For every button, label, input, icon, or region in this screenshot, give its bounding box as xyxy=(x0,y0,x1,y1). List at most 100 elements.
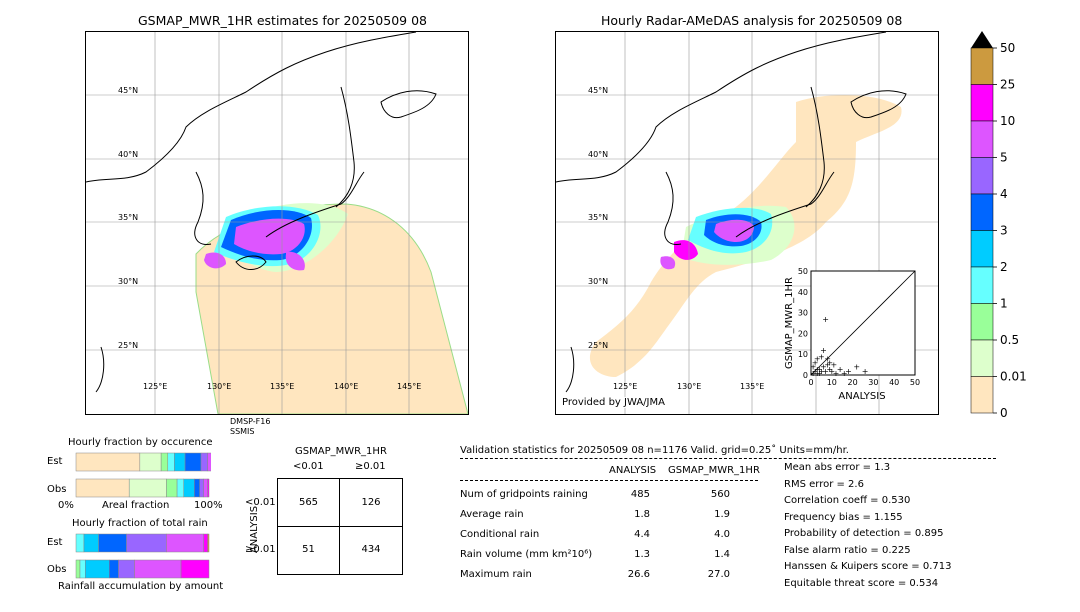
scatter-point: + xyxy=(837,365,844,374)
colorbar-label: 50 xyxy=(1000,41,1015,55)
validation-row-analysis: 1.3 xyxy=(634,549,650,560)
scatter-xlabel: ANALYSIS xyxy=(838,391,885,402)
scatter-point: + xyxy=(814,365,821,374)
contingency-cell-a: 565 xyxy=(298,497,319,508)
bar-segment xyxy=(174,452,186,472)
scatter-point: + xyxy=(833,369,840,378)
scatter-ytick: 10 xyxy=(798,350,808,359)
scatter-point: + xyxy=(822,367,829,376)
validation-row-gsmap: 1.9 xyxy=(714,509,730,520)
left-lat-label: 35°N xyxy=(118,213,139,222)
left-lon-label: 135°E xyxy=(270,382,295,391)
contingency-cell-c: 51 xyxy=(302,544,315,555)
right-lat-label: 25°N xyxy=(588,341,609,350)
scatter-point: + xyxy=(816,365,823,374)
scatter-ylabel: GSMAP_MWR_1HR xyxy=(784,277,795,369)
right-map-canvas xyxy=(556,32,938,414)
bar-segment xyxy=(118,559,135,579)
right-lon-label: 130°E xyxy=(677,382,702,391)
validation-row-gsmap: 27.0 xyxy=(707,569,730,580)
validation-score: Mean abs error = 1.3 xyxy=(784,462,891,473)
bar-segment xyxy=(207,452,211,472)
validation-row-label: Average rain xyxy=(460,509,524,520)
scatter-xtick: 20 xyxy=(848,378,858,387)
scatter-xtick: 30 xyxy=(868,378,878,387)
validation-col-gsmap: GSMAP_MWR_1HR xyxy=(668,465,760,476)
validation-row-label: Num of gridpoints raining xyxy=(460,489,588,500)
scatter-point: + xyxy=(826,365,833,374)
scatter-point: + xyxy=(820,346,827,355)
validation-row-label: Maximum rain xyxy=(460,569,532,580)
contingency-col-lt: <0.01 xyxy=(293,461,324,472)
scatter-point: + xyxy=(824,361,831,370)
validation-row-label: Conditional rain xyxy=(460,529,540,540)
validation-col-analysis: ANALYSIS xyxy=(609,465,657,476)
scatter-point: + xyxy=(810,363,817,372)
right-map-title: Hourly Radar-AMeDAS analysis for 2025050… xyxy=(601,13,903,28)
scatter-point: + xyxy=(814,369,821,378)
bar-segment xyxy=(75,452,141,472)
left-lat-label: 30°N xyxy=(118,277,139,286)
bar-segment xyxy=(75,559,81,579)
occurrence-title: Hourly fraction by occurence xyxy=(68,437,213,448)
colorbar-label: 0.5 xyxy=(1000,333,1019,347)
scatter-point: + xyxy=(822,315,829,324)
validation-row-gsmap: 4.0 xyxy=(714,529,730,540)
scatter-point: + xyxy=(841,369,848,378)
validation-row-analysis: 485 xyxy=(630,489,650,500)
colorbar-segment xyxy=(970,193,994,231)
scatter-point: + xyxy=(812,367,819,376)
scatter-ytick: 40 xyxy=(798,288,808,297)
validation-row-gsmap: 1.4 xyxy=(714,549,730,560)
scatter-point: + xyxy=(845,367,852,376)
scatter-point: + xyxy=(862,367,869,376)
accumulation-title: Hourly fraction of total rain xyxy=(72,518,208,529)
right-lat-label: 35°N xyxy=(588,213,609,222)
validation-row-analysis: 26.6 xyxy=(627,569,650,580)
bar-segment xyxy=(75,478,130,498)
scatter-point: + xyxy=(814,354,821,363)
colorbar-label: 2 xyxy=(1000,260,1008,274)
contingency-row-lt: <0.01 xyxy=(245,497,276,508)
colorbar-segment xyxy=(970,339,994,377)
validation-row-gsmap: 560 xyxy=(710,489,730,500)
accumulation-caption: Rainfall accumulation by amount xyxy=(58,581,224,592)
accumulation-obs-label: Obs xyxy=(47,564,67,575)
bar-segment xyxy=(180,559,210,579)
validation-score: Hanssen & Kuipers score = 0.713 xyxy=(784,561,952,572)
left-lat-label: 25°N xyxy=(118,341,139,350)
left-lon-label: 130°E xyxy=(207,382,232,391)
validation-row-analysis: 4.4 xyxy=(634,529,650,540)
validation-score: Equitable threat score = 0.534 xyxy=(784,577,939,589)
occurrence-axis-mid: Areal fraction xyxy=(102,500,170,511)
contingency-table: 565 126 51 434 xyxy=(277,478,403,575)
contingency-row-ge: ≥0.01 xyxy=(245,544,276,555)
right-lat-label: 30°N xyxy=(588,277,609,286)
colorbar-segment xyxy=(970,230,994,268)
colorbar-extend-arrow xyxy=(971,31,993,48)
validation-header: Validation statistics for 20250509 08 n=… xyxy=(460,445,849,456)
bar-segment xyxy=(183,478,195,498)
bar-segment xyxy=(139,452,162,472)
colorbar-label: 10 xyxy=(1000,114,1015,128)
left-lat-label: 40°N xyxy=(118,150,139,159)
validation-score: RMS error = 2.6 xyxy=(784,478,864,490)
validation-score: Frequency bias = 1.155 xyxy=(784,511,903,523)
validation-score: Probability of detection = 0.895 xyxy=(784,528,944,539)
scatter-ytick: 30 xyxy=(798,309,808,318)
scatter-point: + xyxy=(816,369,823,378)
scatter-point: + xyxy=(824,354,831,363)
colorbar-label: 1 xyxy=(1000,297,1008,311)
bar-segment xyxy=(98,533,127,553)
bar-segment xyxy=(75,533,85,553)
contingency-cell-d: 434 xyxy=(361,544,381,555)
occurrence-axis-left: 0% xyxy=(58,500,74,511)
bar-segment xyxy=(203,533,208,553)
scatter-point: + xyxy=(831,361,838,370)
left-map-title: GSMAP_MWR_1HR estimates for 20250509 08 xyxy=(138,13,427,28)
bar-segment xyxy=(126,533,167,553)
bar-segment xyxy=(184,452,202,472)
validation-row-label: Rain volume (mm km²10⁶) xyxy=(460,549,593,560)
bar-segment xyxy=(128,478,167,498)
left-lat-label: 45°N xyxy=(118,86,139,95)
